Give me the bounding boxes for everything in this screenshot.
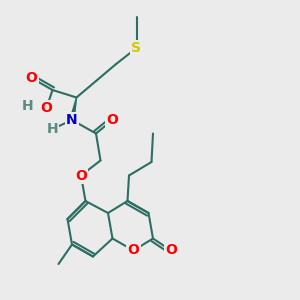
Text: O: O <box>128 244 140 257</box>
Text: S: S <box>131 41 142 55</box>
Text: O: O <box>40 101 52 115</box>
Text: N: N <box>66 113 78 127</box>
Text: O: O <box>165 244 177 257</box>
Text: H: H <box>47 122 58 136</box>
Text: O: O <box>26 71 38 85</box>
Text: H: H <box>22 100 34 113</box>
Text: O: O <box>106 113 119 127</box>
Polygon shape <box>70 98 76 120</box>
Text: O: O <box>75 169 87 182</box>
